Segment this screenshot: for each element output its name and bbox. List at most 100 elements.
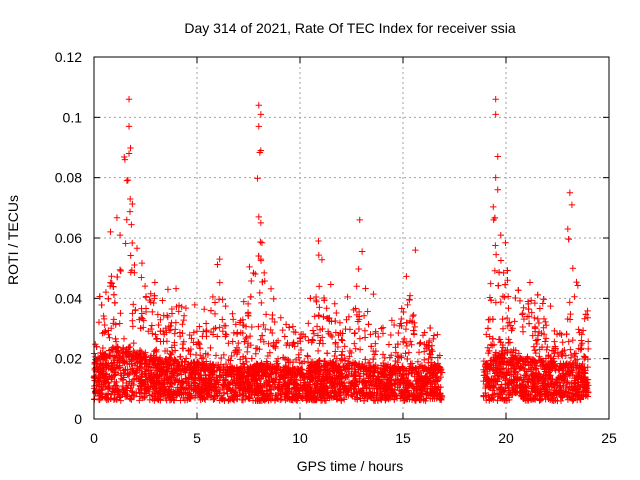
data-point (492, 242, 499, 249)
data-point (328, 333, 336, 341)
data-point (402, 339, 410, 347)
data-point (116, 320, 123, 327)
data-point (192, 351, 200, 359)
data-point (524, 298, 532, 305)
y-axis-ticks: 00.020.040.060.080.10.12 (55, 49, 609, 427)
data-point (91, 395, 98, 403)
data-point (342, 325, 349, 333)
data-point (200, 328, 207, 335)
data-point (520, 315, 528, 323)
y-tick-label: 0.1 (63, 109, 83, 125)
data-point (494, 153, 501, 160)
data-point (191, 301, 199, 309)
data-point (179, 321, 186, 328)
data-point (351, 340, 358, 347)
data-point (556, 330, 564, 337)
data-point (351, 330, 358, 337)
data-point (339, 337, 346, 344)
data-point (186, 331, 193, 339)
data-point (229, 310, 236, 318)
data-point (490, 203, 497, 211)
data-point (247, 293, 255, 301)
data-point (117, 397, 125, 404)
data-point (525, 313, 533, 320)
data-point (327, 281, 334, 288)
data-point (255, 323, 262, 330)
data-point (403, 273, 410, 280)
data-point (512, 355, 519, 363)
data-point (235, 339, 242, 347)
data-point (398, 315, 405, 323)
data-point (519, 328, 527, 335)
data-point (531, 347, 539, 354)
data-point (266, 349, 274, 356)
data-point (516, 297, 524, 305)
data-point (333, 309, 340, 317)
data-point (277, 314, 284, 321)
data-point (229, 316, 237, 323)
data-point (112, 338, 120, 345)
data-point (536, 305, 544, 312)
data-point (222, 330, 229, 338)
data-point (492, 96, 499, 103)
data-point (526, 279, 534, 286)
data-point (212, 352, 220, 359)
data-point (355, 325, 363, 333)
data-point (151, 279, 159, 286)
data-point (387, 331, 395, 339)
data-point (220, 389, 227, 396)
data-point (412, 246, 419, 254)
data-point (262, 311, 270, 318)
data-point (360, 312, 368, 319)
data-point (113, 378, 120, 386)
data-point (180, 316, 187, 324)
data-point (529, 376, 536, 383)
data-point (499, 315, 506, 323)
data-point (570, 359, 578, 367)
data-point (219, 316, 226, 323)
data-point (264, 352, 272, 360)
data-point (549, 375, 556, 383)
data-point (551, 338, 558, 345)
data-point (269, 329, 276, 337)
data-point (255, 123, 262, 130)
data-point (164, 313, 171, 321)
data-point (426, 324, 434, 332)
data-point (519, 311, 526, 318)
data-point (117, 310, 124, 317)
data-point (289, 323, 297, 330)
data-point (225, 340, 232, 347)
data-point (124, 176, 132, 184)
data-point (566, 299, 573, 306)
x-tick-label: 5 (193, 430, 201, 446)
data-point (258, 332, 266, 339)
data-point (155, 321, 162, 329)
data-point (154, 311, 162, 318)
y-tick-label: 0 (74, 411, 82, 427)
data-point (385, 341, 393, 348)
x-tick-label: 10 (292, 430, 308, 446)
data-point (430, 332, 438, 339)
data-point (410, 327, 417, 334)
data-point (257, 219, 265, 227)
data-point (486, 294, 494, 301)
data-point (162, 324, 169, 332)
data-point (379, 330, 387, 337)
data-point (323, 305, 330, 312)
data-point (567, 346, 574, 353)
data-point (575, 326, 582, 333)
data-point (405, 349, 413, 356)
data-point (416, 340, 423, 347)
y-tick-label: 0.02 (55, 351, 82, 367)
data-point (502, 239, 509, 246)
data-point (110, 316, 118, 323)
data-point (98, 301, 105, 309)
data-point (128, 221, 135, 228)
data-point (336, 319, 344, 326)
data-point (130, 339, 137, 347)
data-point (129, 317, 136, 324)
data-point (512, 294, 519, 302)
data-point (127, 195, 134, 203)
data-point (525, 305, 532, 313)
data-point (332, 317, 339, 325)
